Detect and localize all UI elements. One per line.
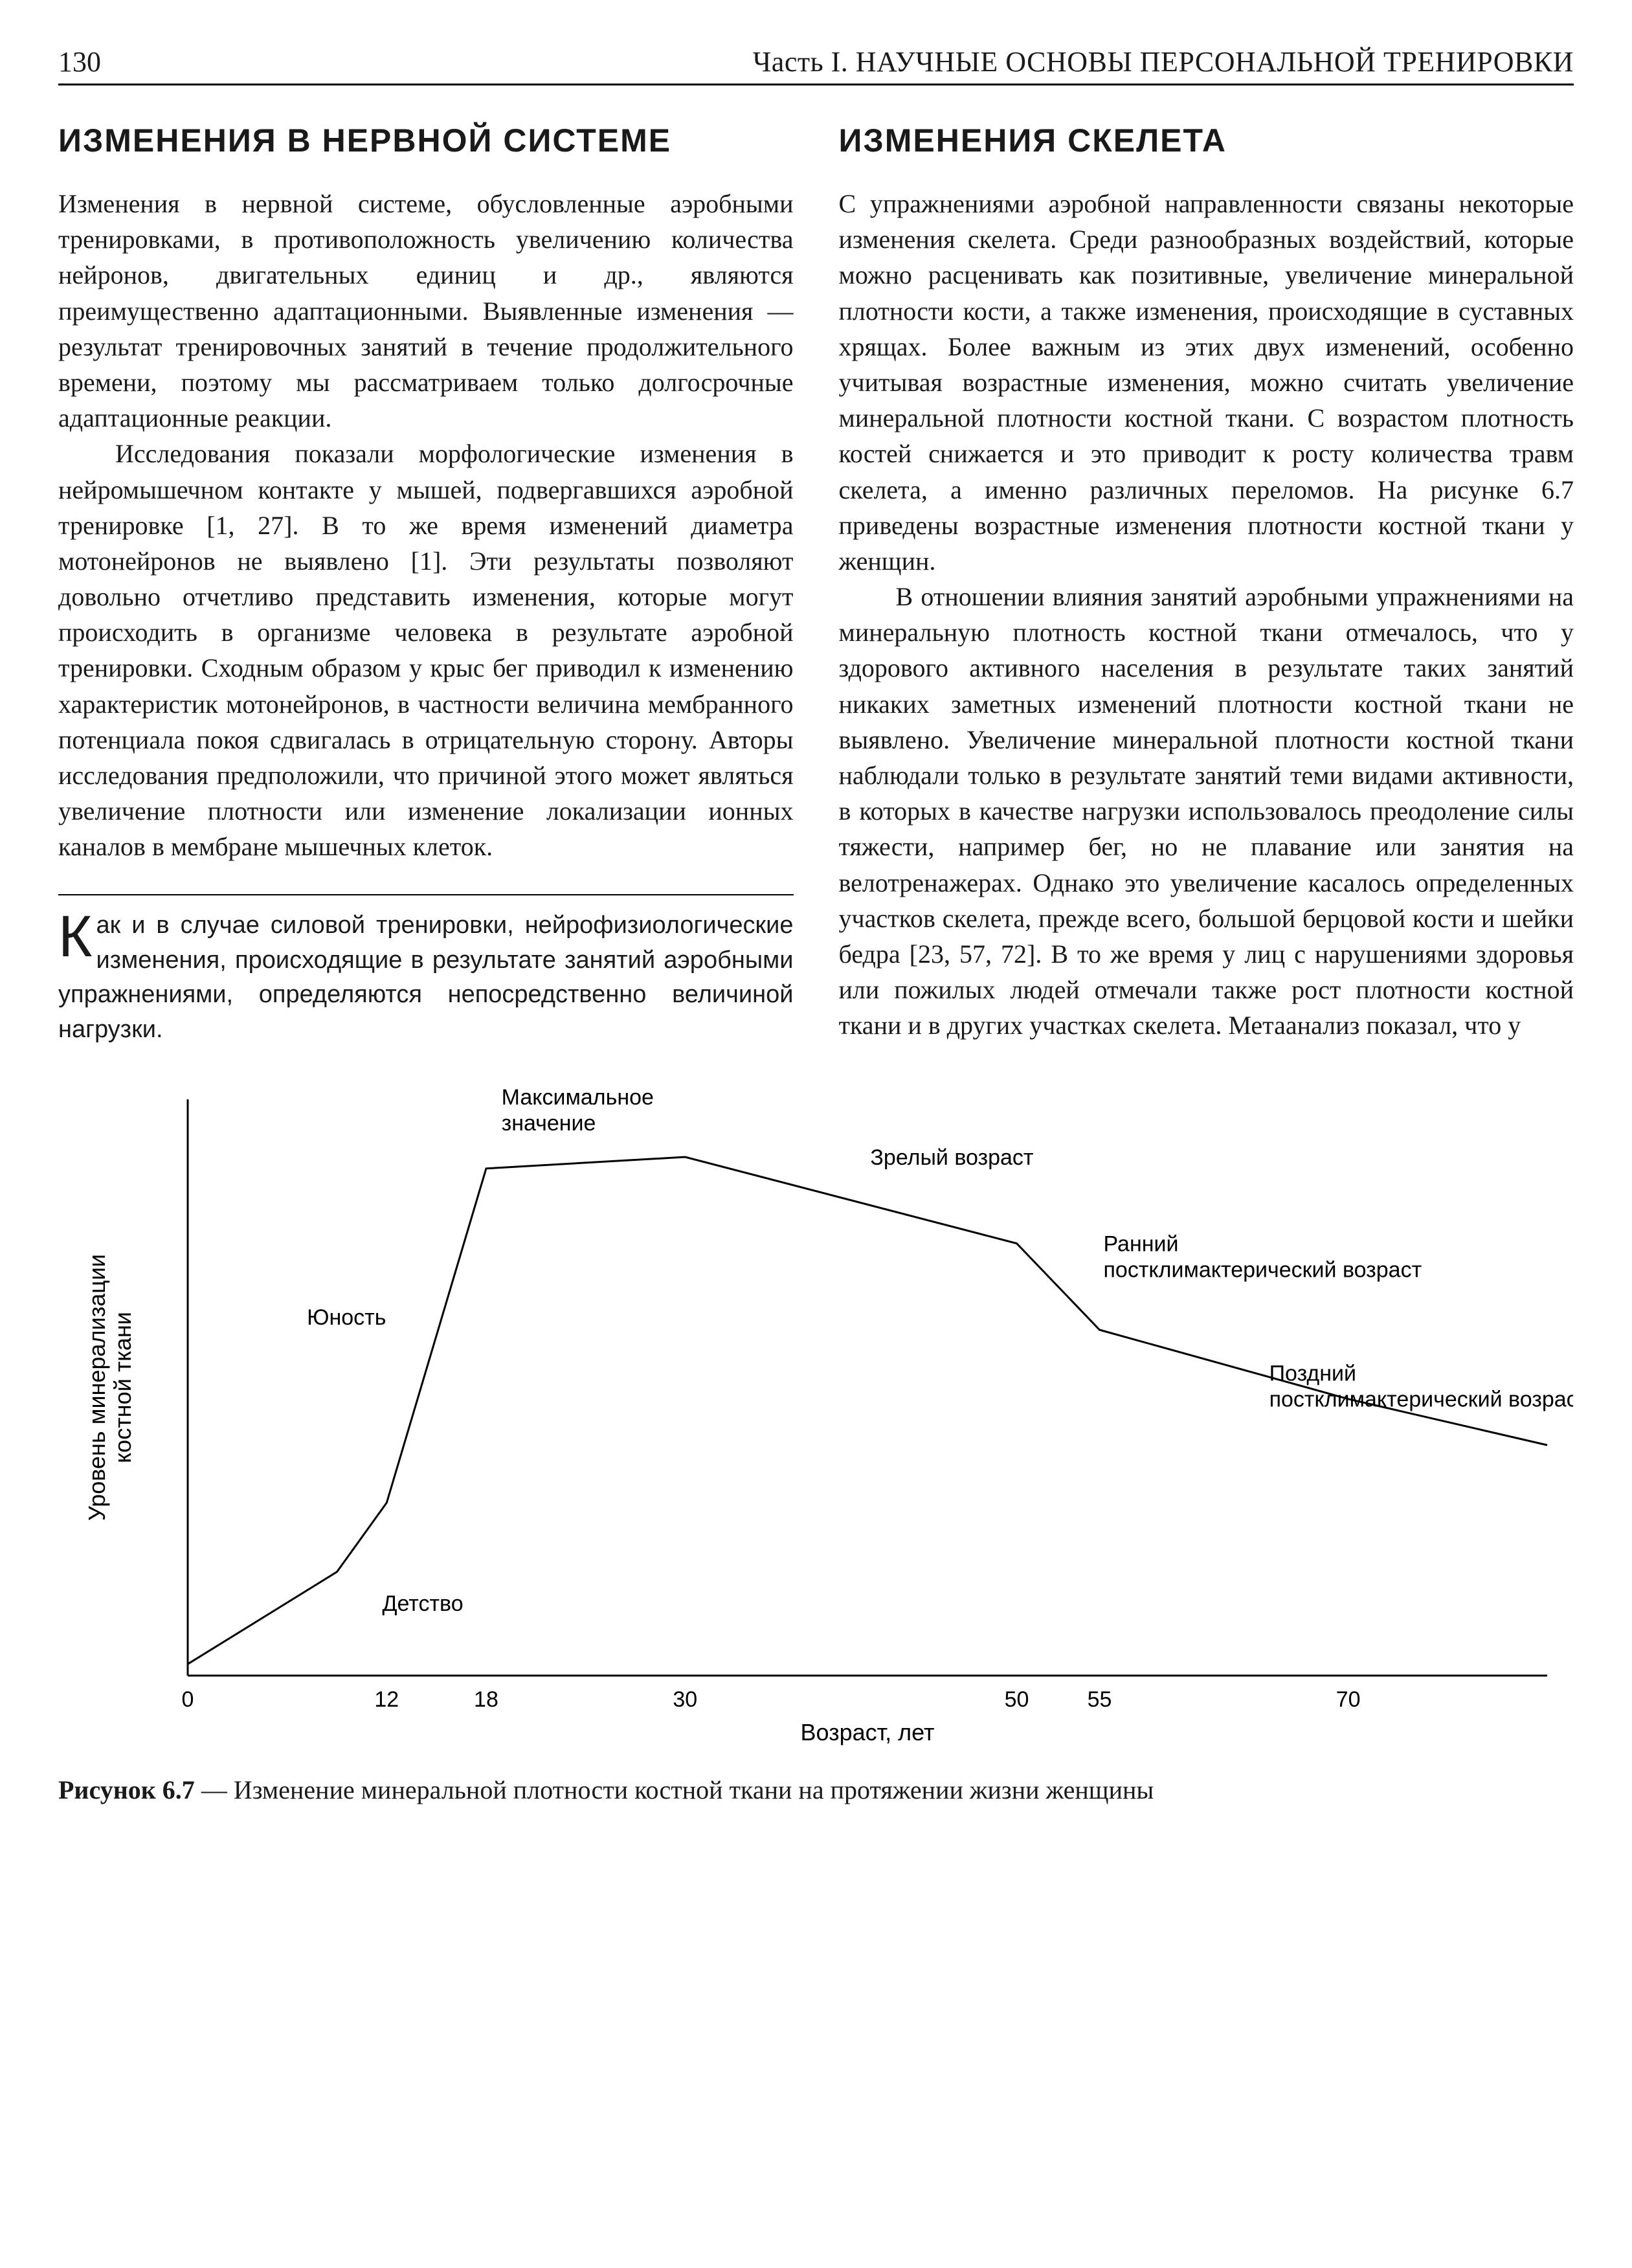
left-para-2: Исследования показали морфологические из…	[58, 436, 794, 864]
callout-text: ак и в случае силовой тренировки, нейроф…	[58, 912, 794, 1044]
body-columns: ИЗМЕНЕНИЯ В НЕРВНОЙ СИСТЕМЕ Изменения в …	[58, 121, 1574, 1048]
svg-text:Возраст, лет: Возраст, лет	[801, 1719, 935, 1746]
svg-text:Зрелый возраст: Зрелый возраст	[870, 1145, 1033, 1170]
right-para-2: В отношении влияния занятий аэробными уп…	[839, 579, 1574, 1043]
section-title-nervous: ИЗМЕНЕНИЯ В НЕРВНОЙ СИСТЕМЕ	[58, 121, 794, 160]
left-para-1: Изменения в нервной системе, обусловленн…	[58, 186, 794, 436]
svg-text:Максимальноезначение: Максимальноезначение	[502, 1085, 654, 1136]
page-header: 130 Часть I. НАУЧНЫЕ ОСНОВЫ ПЕРСОНАЛЬНОЙ…	[58, 45, 1574, 85]
svg-text:Юность: Юность	[307, 1305, 386, 1330]
svg-text:50: 50	[1005, 1687, 1029, 1712]
callout-box: Как и в случае силовой тренировки, нейро…	[58, 908, 794, 1048]
svg-text:12: 12	[374, 1687, 399, 1712]
figure-6-7: 0 12 18 30 50 55 70 Возраст, лет Уровень минерал…	[58, 1080, 1574, 1805]
svg-text:Позднийпостклимактерический во: Позднийпостклимактерический возраст	[1269, 1362, 1573, 1412]
running-title: Часть I. НАУЧНЫЕ ОСНОВЫ ПЕРСОНАЛЬНОЙ ТРЕ…	[753, 45, 1574, 78]
callout-divider	[58, 894, 794, 895]
svg-text:18: 18	[474, 1687, 498, 1712]
figure-caption: Рисунок 6.7 — Изменение минеральной плот…	[58, 1775, 1574, 1805]
svg-text:Детство: Детство	[382, 1591, 463, 1616]
right-column: ИЗМЕНЕНИЯ СКЕЛЕТА С упражнениями аэробно…	[839, 121, 1574, 1048]
left-column: ИЗМЕНЕНИЯ В НЕРВНОЙ СИСТЕМЕ Изменения в …	[58, 121, 794, 1048]
right-para-1: С упражнениями аэробной направленности с…	[839, 186, 1574, 579]
svg-text:0: 0	[182, 1687, 194, 1712]
svg-text:55: 55	[1088, 1687, 1112, 1712]
caption-label: Рисунок 6.7	[58, 1775, 195, 1804]
bone-density-chart: 0 12 18 30 50 55 70 Возраст, лет Уровень минерал…	[58, 1080, 1573, 1760]
page-number: 130	[58, 45, 101, 78]
dropcap-letter: К	[58, 908, 96, 962]
caption-text: — Изменение минеральной плотности костно…	[195, 1775, 1154, 1804]
section-title-skeleton: ИЗМЕНЕНИЯ СКЕЛЕТА	[839, 121, 1574, 160]
svg-text:Уровень минерализациикостной т: Уровень минерализациикостной ткани	[84, 1254, 136, 1521]
svg-text:70: 70	[1336, 1687, 1361, 1712]
svg-text:Раннийпостклимактерический воз: Раннийпостклимактерический возраст	[1104, 1232, 1422, 1283]
svg-text:30: 30	[673, 1687, 697, 1712]
